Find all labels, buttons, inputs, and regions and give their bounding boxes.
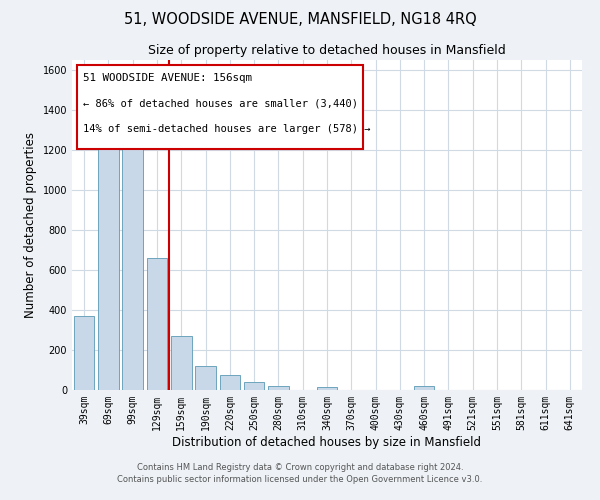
Bar bbox=[195, 366, 216, 390]
Text: 51 WOODSIDE AVENUE: 156sqm: 51 WOODSIDE AVENUE: 156sqm bbox=[83, 73, 252, 83]
Bar bbox=[171, 336, 191, 390]
Text: Contains HM Land Registry data © Crown copyright and database right 2024.: Contains HM Land Registry data © Crown c… bbox=[137, 464, 463, 472]
FancyBboxPatch shape bbox=[77, 65, 363, 149]
Bar bbox=[98, 138, 119, 390]
X-axis label: Distribution of detached houses by size in Mansfield: Distribution of detached houses by size … bbox=[173, 436, 482, 448]
Text: ← 86% of detached houses are smaller (3,440): ← 86% of detached houses are smaller (3,… bbox=[83, 98, 358, 108]
Text: 14% of semi-detached houses are larger (578) →: 14% of semi-detached houses are larger (… bbox=[83, 124, 371, 134]
Bar bbox=[122, 148, 143, 390]
Bar bbox=[317, 387, 337, 390]
Bar bbox=[414, 386, 434, 390]
Y-axis label: Number of detached properties: Number of detached properties bbox=[24, 132, 37, 318]
Bar bbox=[220, 375, 240, 390]
Bar bbox=[74, 316, 94, 390]
Bar bbox=[244, 382, 265, 390]
Bar bbox=[268, 386, 289, 390]
Title: Size of property relative to detached houses in Mansfield: Size of property relative to detached ho… bbox=[148, 44, 506, 58]
Text: Contains public sector information licensed under the Open Government Licence v3: Contains public sector information licen… bbox=[118, 475, 482, 484]
Text: 51, WOODSIDE AVENUE, MANSFIELD, NG18 4RQ: 51, WOODSIDE AVENUE, MANSFIELD, NG18 4RQ bbox=[124, 12, 476, 28]
Bar bbox=[146, 258, 167, 390]
